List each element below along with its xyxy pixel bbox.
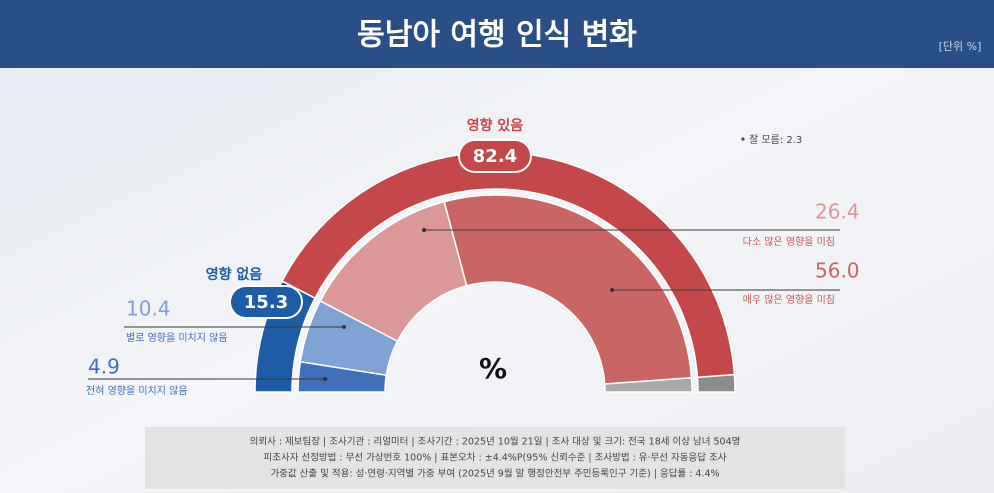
footer-line: 가중값 산출 및 적용: 성·연령·지역별 가중 부여 (2025년 9월 말 …: [270, 468, 719, 480]
leader-dot: [323, 377, 327, 381]
leader-dot: [610, 288, 614, 292]
inner-value-label: 26.4: [815, 200, 860, 224]
note-bullet: [741, 137, 745, 141]
outer-value-label: 15.3: [244, 292, 288, 313]
inner-segment: [443, 194, 693, 385]
inner-category-label: 다소 많은 영향을 미침: [743, 236, 835, 248]
leader-dot: [342, 325, 346, 329]
footer-line: 피조사자 선정방법 : 무선 가상번호 100% | 표본오차 : ±4.4%P…: [263, 452, 726, 464]
unit-label: [단위 %]: [939, 40, 982, 53]
inner-category-label: 전혀 영향을 미치지 않음: [86, 385, 188, 397]
center-label: %: [479, 352, 507, 385]
outer-category-label: 영향 없음: [206, 266, 263, 283]
header-bar: [0, 0, 994, 68]
note: 잘 모름: 2.3: [749, 134, 802, 146]
inner-category-label: 매우 많은 영향을 미침: [743, 294, 835, 306]
inner-value-label: 4.9: [88, 355, 120, 379]
inner-value-label: 10.4: [126, 297, 171, 321]
outer-category-label: 영향 있음: [467, 117, 524, 134]
inner-segment: [603, 376, 693, 393]
inner-value-label: 56.0: [815, 259, 860, 283]
footer-line: 의뢰사 : 제보팀장 | 조사기관 : 리얼미터 | 조사기간 : 2025년 …: [250, 436, 741, 448]
chart-title: 동남아 여행 인식 변화: [357, 18, 637, 53]
value-pill: [458, 139, 532, 173]
value-pill: [229, 285, 303, 319]
leader-dot: [422, 228, 426, 232]
outer-segment: [696, 373, 736, 393]
footer-box: [145, 427, 845, 489]
inner-category-label: 별로 영향을 미치지 않음: [126, 332, 228, 344]
outer-value-label: 82.4: [473, 146, 517, 167]
